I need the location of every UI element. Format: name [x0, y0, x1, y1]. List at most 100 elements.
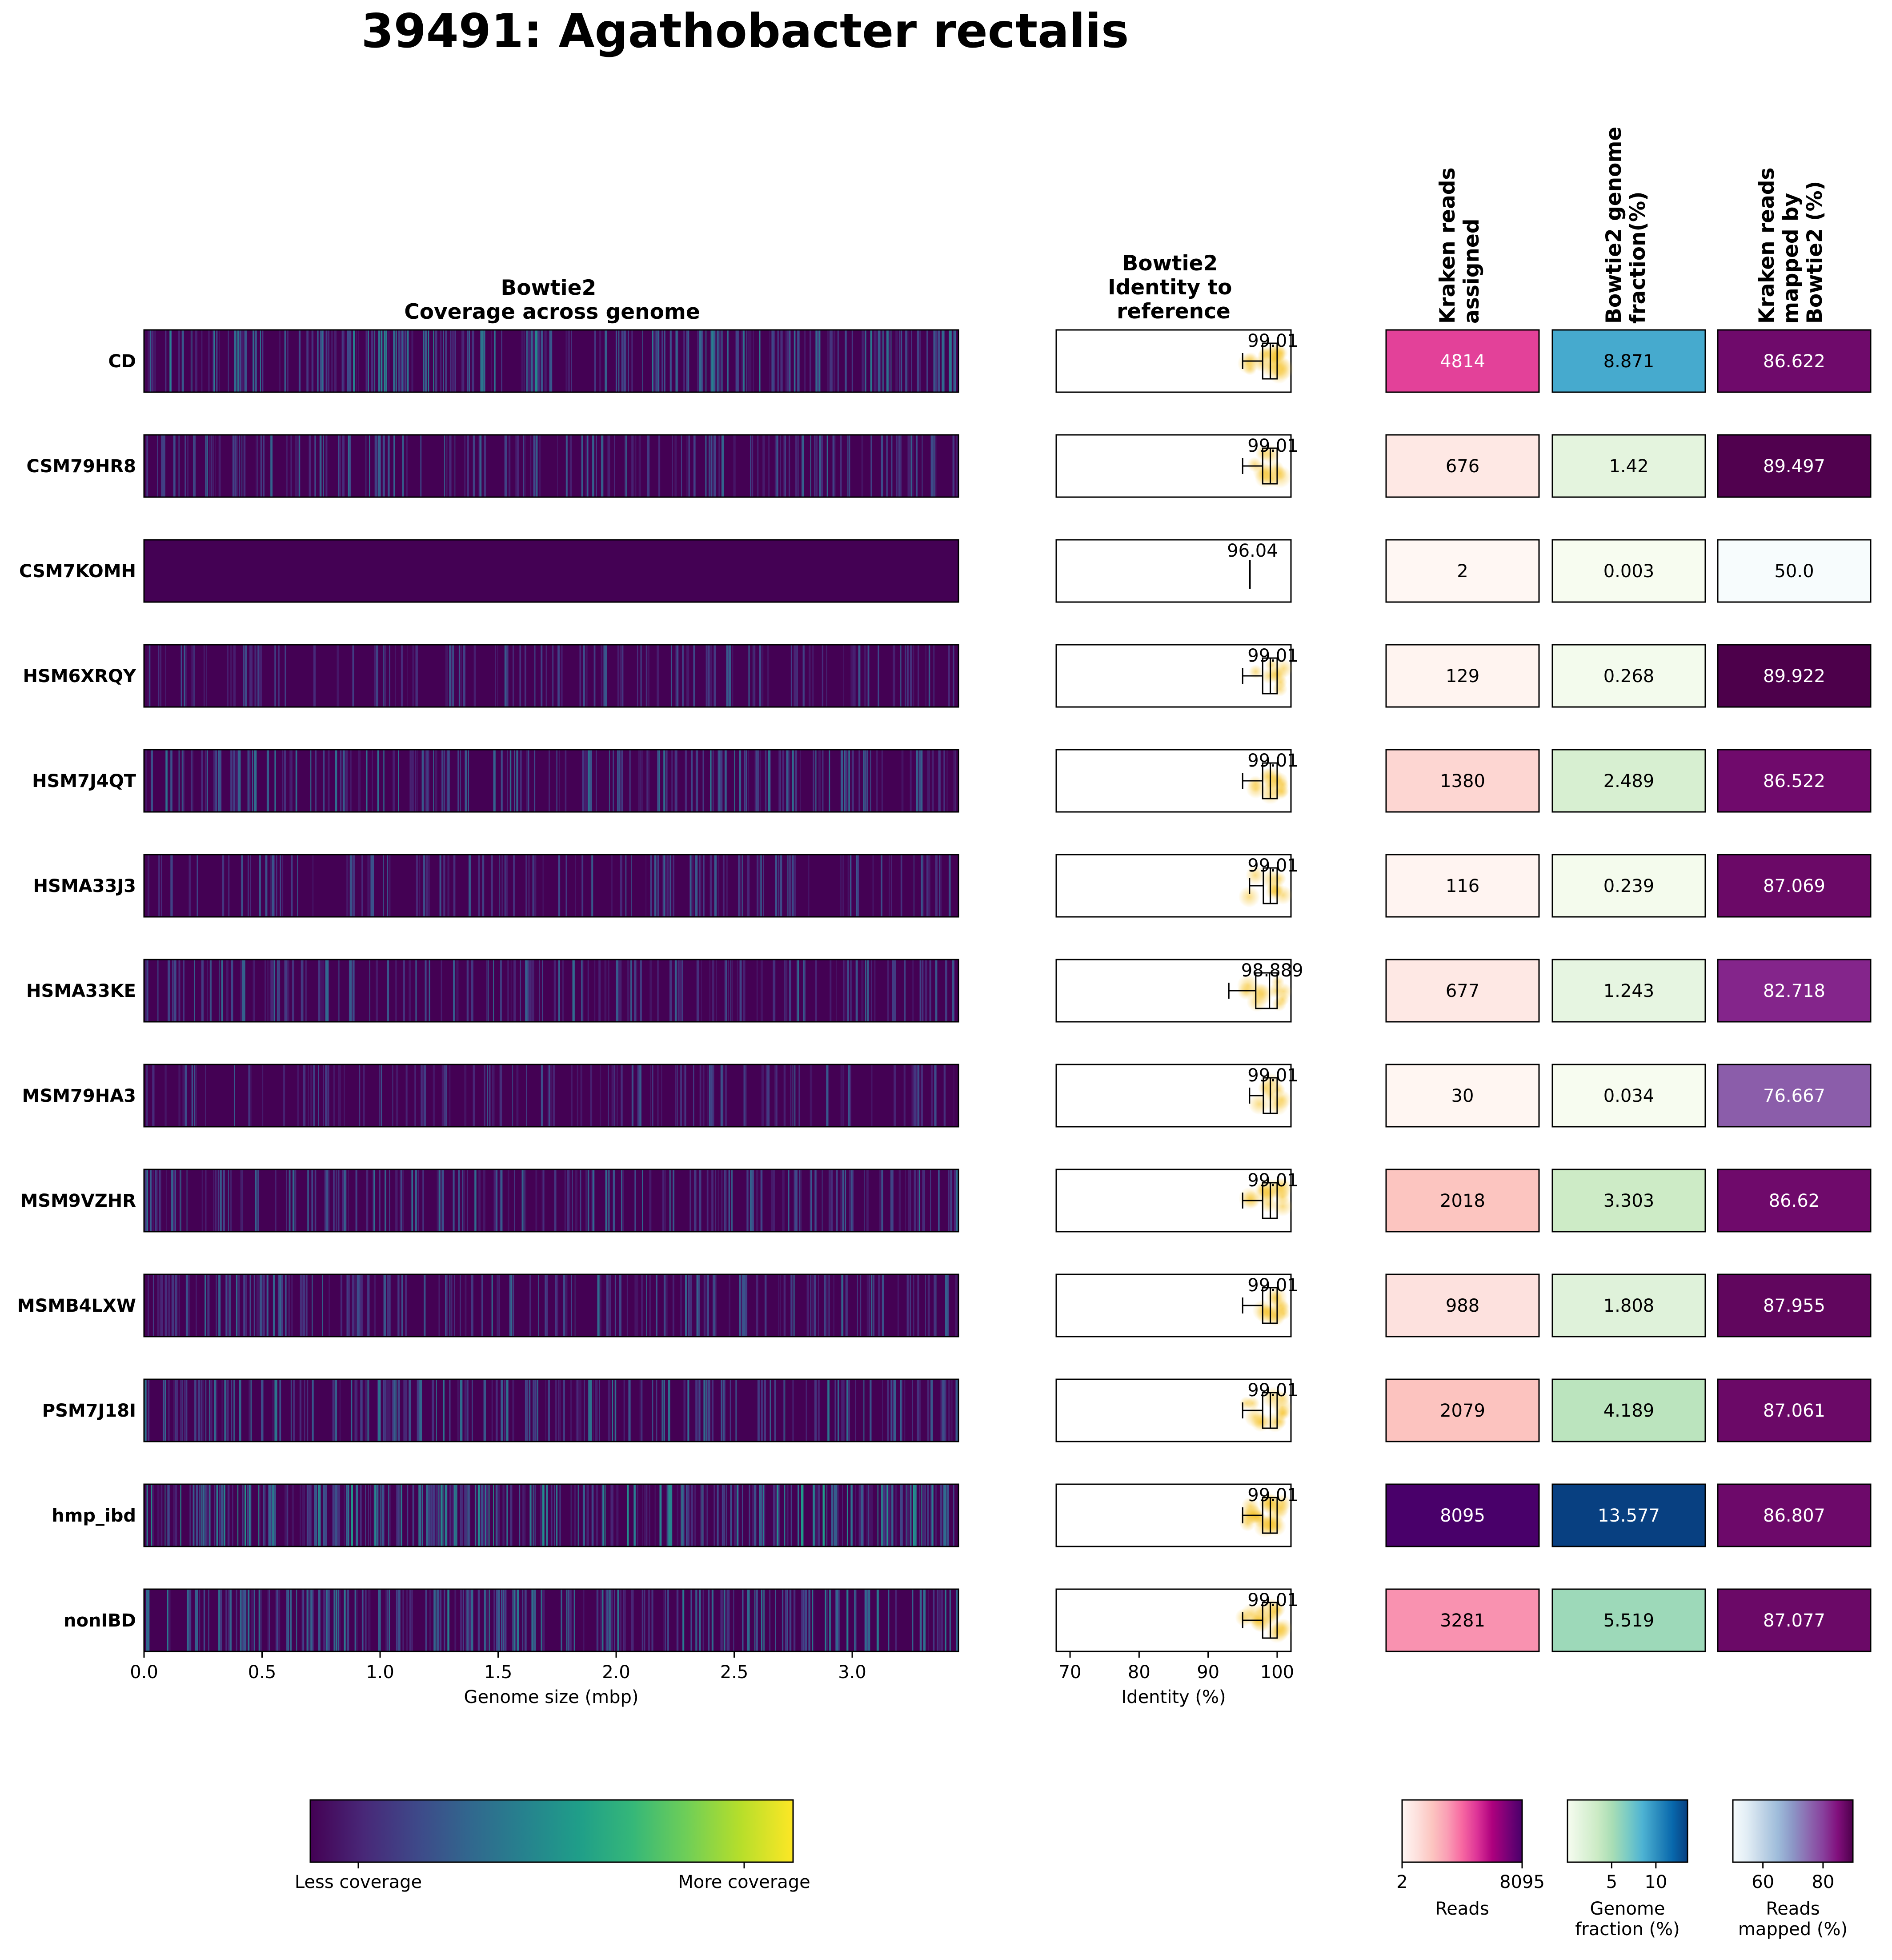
coverage-line [874, 330, 876, 392]
coverage-line [493, 960, 494, 1022]
coverage-line [703, 855, 705, 917]
coverage-line [165, 750, 168, 812]
coverage-line [593, 1379, 594, 1442]
kraken-reads-cell [1385, 749, 1540, 813]
coverage-line [930, 1169, 931, 1232]
coverage-line [497, 645, 498, 707]
coverage-line [601, 1484, 604, 1546]
coverage-line [845, 330, 847, 392]
identity-point [1251, 1412, 1271, 1432]
coverage-line [913, 1064, 916, 1127]
coverage-line [382, 1484, 384, 1546]
coverage-line [847, 435, 849, 497]
coverage-line [917, 1274, 919, 1337]
coverage-line [307, 1379, 309, 1442]
coverage-line [523, 435, 524, 497]
reads-mapped-cell [1717, 749, 1872, 813]
coverage-line [377, 1379, 378, 1442]
coverage-line [609, 1589, 612, 1651]
coverage-line [403, 960, 405, 1022]
coverage-line [198, 1379, 200, 1442]
coverage-line [792, 1379, 794, 1442]
reads-mapped-header: Kraken reads mapped by Bowtie2 (%) [1755, 160, 1827, 324]
coverage-line [174, 960, 176, 1022]
coverage-line [279, 330, 281, 392]
coverage-line [515, 435, 517, 497]
coverage-line [882, 1274, 884, 1337]
coverage-line [314, 1169, 317, 1232]
coverage-line [683, 1379, 686, 1442]
coverage-line [519, 1484, 521, 1546]
coverage-line [276, 855, 277, 917]
genome-fraction-colorbar-label: Genome [1590, 1899, 1665, 1919]
coverage-line [687, 1484, 689, 1546]
coverage-line [680, 960, 682, 1022]
coverage-line [334, 1484, 337, 1546]
coverage-line [397, 1484, 399, 1546]
coverage-line [573, 1589, 574, 1651]
coverage-line [623, 1379, 625, 1442]
coverage-line [178, 1064, 180, 1127]
coverage-line [205, 1169, 207, 1232]
coverage-line [275, 1169, 277, 1232]
coverage-line [535, 1169, 537, 1232]
coverage-line [443, 330, 444, 392]
coverage-line [526, 750, 528, 812]
coverage-line [257, 1274, 259, 1337]
coverage-line [261, 1379, 264, 1442]
coverage-line [649, 1274, 651, 1337]
coverage-line [617, 1589, 619, 1651]
coverage-line [763, 1589, 765, 1651]
coverage-line [385, 330, 388, 392]
coverage-line [838, 1379, 839, 1442]
coverage-line [305, 960, 307, 1022]
coverage-line [605, 330, 607, 392]
coverage-strip-frame [143, 959, 959, 1023]
coverage-line [742, 1484, 743, 1546]
coverage-line [159, 1169, 161, 1232]
identity-panel: 99.01 [1055, 1064, 1299, 1128]
coverage-line [850, 1064, 851, 1127]
coverage-line [308, 330, 309, 392]
coverage-line [324, 1169, 326, 1232]
coverage-line [912, 1379, 913, 1442]
coverage-line [303, 1589, 305, 1651]
coverage-strip-frame [143, 539, 959, 603]
coverage-line [338, 1484, 341, 1546]
coverage-line [206, 435, 208, 497]
coverage-line [316, 1484, 317, 1546]
coverage-line [956, 1589, 958, 1651]
reads-mapped-cell-value: 87.955 [1763, 1296, 1825, 1316]
coverage-line [244, 1589, 247, 1651]
coverage-line [265, 855, 268, 917]
coverage-line [711, 330, 714, 392]
coverage-line [346, 855, 349, 917]
coverage-line [449, 1484, 451, 1546]
coverage-line [675, 750, 677, 812]
coverage-line [352, 1274, 354, 1337]
coverage-line [742, 1589, 744, 1651]
coverage-line [759, 1484, 760, 1546]
coverage-line [402, 1589, 404, 1651]
coverage-line [228, 1589, 229, 1651]
genome-fraction-cell-value: 4.189 [1603, 1401, 1655, 1421]
coverage-line [443, 1379, 445, 1442]
coverage-line [225, 1274, 228, 1337]
reads-mapped-cell-value: 87.077 [1763, 1611, 1825, 1631]
coverage-line [333, 1484, 334, 1546]
coverage-line [401, 1274, 403, 1337]
coverage-line [244, 645, 245, 707]
genome-fraction-cell [1551, 1588, 1706, 1652]
coverage-line [323, 435, 324, 497]
coverage-line [804, 330, 806, 392]
coverage-line [926, 330, 928, 392]
coverage-line [757, 855, 758, 917]
genome-fraction-colorbar-tick-label: 10 [1644, 1872, 1667, 1892]
coverage-line [227, 1379, 229, 1442]
coverage-line [219, 1484, 221, 1546]
coverage-header: Bowtie2 Coverage across genome [404, 276, 700, 324]
coverage-line [429, 960, 430, 1022]
kraken-reads-cell [1385, 1064, 1540, 1128]
coverage-line [259, 855, 261, 917]
